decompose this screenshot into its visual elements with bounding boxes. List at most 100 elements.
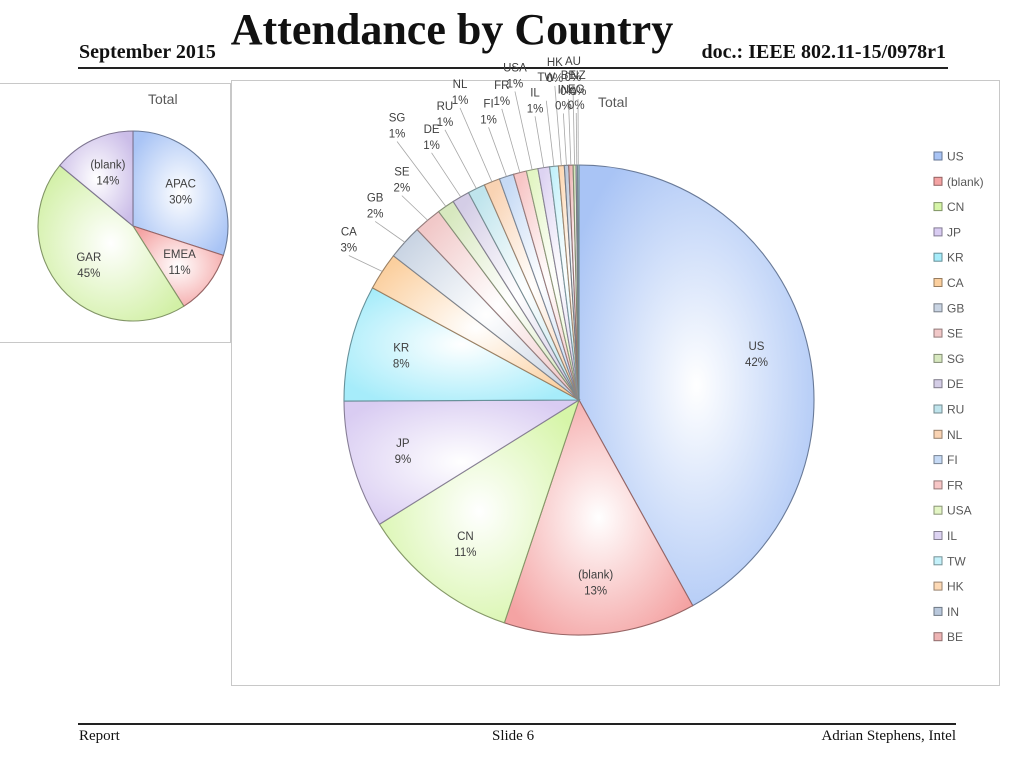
legend-swatch-jp [933, 227, 943, 237]
small-pie-chart-frame: Total APAC 30% EMEA 11% GAR 45% (blank) 14% [0, 83, 231, 343]
data-label-gb: GB 2% [367, 192, 384, 220]
legend-label-se: SE [947, 327, 963, 341]
legend-swatch-il [933, 531, 943, 540]
data-label-au: AU 0% [565, 56, 582, 84]
data-label-nz: NZ 0% [570, 70, 587, 98]
leader-line-gb [374, 221, 406, 243]
legend-swatch-de [933, 379, 943, 389]
data-label-cn: CN 11% [454, 531, 476, 559]
legend-label-cn: CN [947, 200, 964, 214]
pie-slice-blank [503, 398, 694, 636]
leader-line-in [562, 113, 567, 166]
data-label-apac: APAC 30% [165, 178, 195, 206]
pie-slice-apac [132, 130, 229, 257]
leader-line-hk [554, 85, 562, 166]
pie-slice-kr [343, 287, 580, 402]
leader-line-ca [348, 255, 383, 272]
data-label-be: BE 0% [560, 70, 577, 98]
leader-line-be [568, 99, 572, 166]
data-label-usa: USA 1% [503, 62, 527, 90]
legend-swatch-nl [933, 429, 943, 439]
small-chart-title: Total [148, 91, 178, 107]
pie-slice-gar [37, 164, 185, 322]
footer-author: Adrian Stephens, Intel [821, 728, 956, 744]
legend-swatch-kr [933, 252, 943, 262]
legend-swatch-be [933, 632, 943, 642]
data-label-blank: (blank) 13% [578, 570, 613, 598]
leader-line-usa [514, 91, 533, 170]
legend-label-hk: HK [947, 580, 964, 594]
data-label-se: SE 2% [394, 167, 411, 195]
data-label-gar: GAR 45% [76, 252, 101, 280]
data-label-eg: EG 0% [568, 84, 585, 112]
slide-title: Attendance by Country [230, 5, 674, 54]
legend-label-gb: GB [947, 301, 964, 315]
data-label-hk: HK 0% [547, 57, 564, 85]
legend-label-de: DE [947, 377, 964, 391]
legend-label-be: BE [947, 630, 963, 644]
legend-swatch-us [933, 151, 943, 161]
leader-line-il [534, 116, 545, 168]
header-date: September 2015 [79, 41, 216, 63]
legend-swatch-se [933, 328, 943, 338]
leader-line-sg [396, 141, 447, 207]
legend-swatch-fr [933, 480, 943, 490]
legend-label-sg: SG [947, 352, 964, 366]
small-pie-chart: Total APAC 30% EMEA 11% GAR 45% (blank) 14% [37, 91, 229, 322]
legend-label-us: US [947, 150, 964, 164]
leader-line-se [401, 195, 428, 221]
data-label-ca: CA 3% [341, 227, 358, 255]
data-label-tw: TW [537, 72, 555, 84]
legend-swatch-tw [933, 556, 943, 566]
data-label-fr: FR 1% [493, 80, 510, 108]
pie-slice-us [578, 164, 815, 607]
data-label-jp: JP 9% [395, 438, 412, 466]
legend-label-fr: FR [947, 478, 963, 492]
leader-line-fr [501, 108, 521, 173]
footer-rule [78, 723, 956, 725]
data-label-il: IL 1% [527, 87, 544, 115]
legend-label-il: IL [947, 529, 957, 543]
legend-label-jp: JP [947, 225, 961, 239]
legend-label-tw: TW [947, 554, 966, 568]
legend-swatch-ru [933, 404, 943, 414]
legend-label-nl: NL [947, 428, 963, 442]
data-label-sg: SG 1% [389, 113, 406, 141]
legend-swatch-in [933, 606, 943, 616]
leader-line-de [431, 152, 462, 198]
legend-label-blank: (blank) [947, 175, 984, 189]
large-chart-title: Total [598, 94, 628, 110]
legend-swatch-gb [933, 303, 943, 313]
data-label-ru: RU 1% [437, 101, 454, 129]
legend-label-ca: CA [947, 276, 964, 290]
legend-label-in: IN [947, 605, 959, 619]
legend-label-ru: RU [947, 403, 964, 417]
header-doc-id: doc.: IEEE 802.11-15/0978r1 [701, 41, 946, 63]
legend-swatch-usa [933, 505, 943, 515]
large-pie-chart: Total US 42% (blank) 13% CN 11% JP 9% KR 8% CA 3% GB… [341, 56, 984, 644]
footer-slide-number: Slide 6 [492, 728, 535, 744]
pie-slice-blank [59, 130, 134, 228]
pie-slice-emea [131, 225, 225, 307]
legend-swatch-ca [933, 278, 943, 287]
pie-slice-cn [378, 398, 581, 624]
data-label-fi: FI 1% [480, 98, 497, 126]
leader-line-tw [545, 100, 555, 167]
leader-line-nl [459, 107, 493, 182]
legend-label-fi: FI [947, 453, 958, 467]
legend-swatch-hk [933, 581, 943, 591]
data-label-kr: KR 8% [393, 342, 410, 370]
legend-swatch-fi [933, 455, 943, 465]
data-label-blank: (blank) 14% [90, 160, 125, 188]
leader-line-au [572, 85, 575, 166]
data-label-us: US 42% [745, 341, 768, 369]
data-label-emea: EMEA 11% [163, 249, 196, 277]
leader-line-eg [575, 113, 578, 166]
data-label-nl: NL 1% [452, 79, 469, 107]
pie-slice-jp [343, 399, 581, 526]
data-label-in: IN 0% [555, 84, 572, 112]
large-pie-chart-frame: Total US 42% (blank) 13% CN 11% JP 9% KR 8% CA 3% GB… [231, 56, 1000, 686]
legend-label-kr: KR [947, 251, 964, 265]
leader-line-fi [488, 127, 507, 177]
header-rule [78, 67, 948, 69]
